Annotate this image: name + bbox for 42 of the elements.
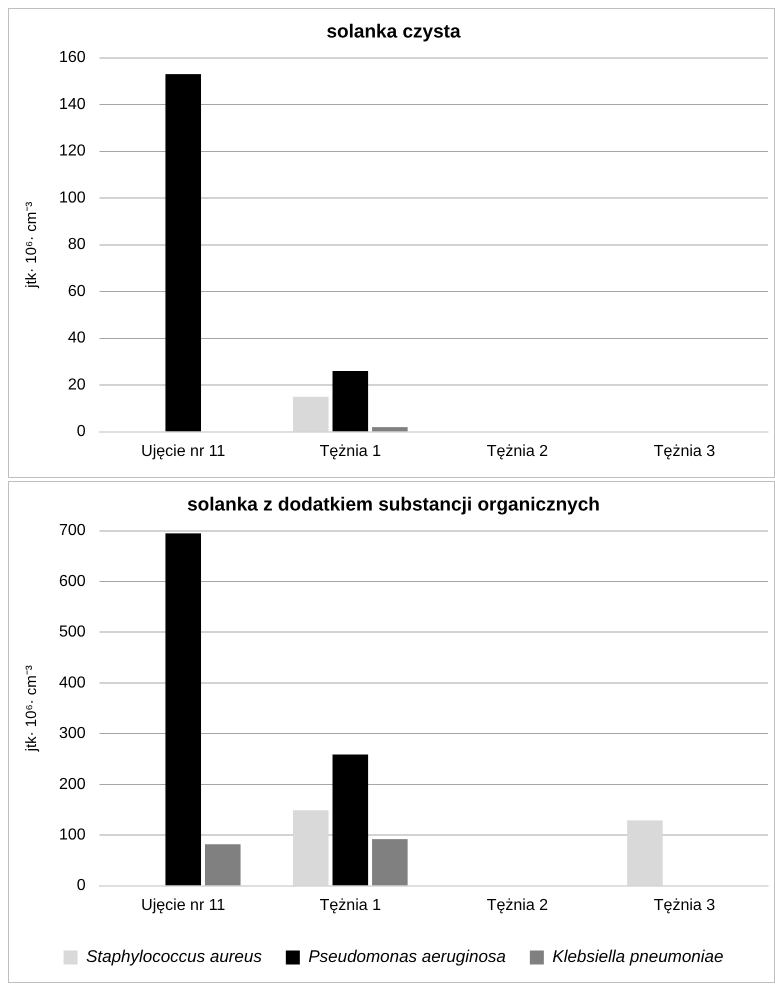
y-tick-label: 400 <box>58 674 86 692</box>
y-tick-label: 300 <box>58 725 86 742</box>
legend-label: Staphylococcus aureus <box>86 947 262 966</box>
y-axis-title: jtk· 10⁶· cm⁻³ <box>23 665 40 752</box>
y-tick-label: 140 <box>58 96 86 113</box>
y-tick-label: 100 <box>58 826 86 844</box>
y-tick-label: 700 <box>58 522 86 540</box>
y-tick-label: 40 <box>68 330 86 347</box>
bar <box>165 533 202 886</box>
y-tick-label: 0 <box>76 877 86 894</box>
x-tick-label: Ujęcie nr 11 <box>141 896 226 914</box>
bar <box>292 396 329 432</box>
y-tick-label: 0 <box>76 423 86 440</box>
x-tick-label: Tężnia 3 <box>654 896 716 914</box>
y-tick-label: 600 <box>58 572 86 590</box>
bar <box>332 371 368 432</box>
y-tick-label: 200 <box>58 776 86 793</box>
x-tick-label: Tężnia 2 <box>486 442 548 460</box>
y-tick-label: 100 <box>58 189 86 206</box>
x-tick-label: Tężnia 1 <box>320 896 382 914</box>
y-tick-label: 60 <box>68 282 86 300</box>
x-tick-label: Tężnia 1 <box>320 442 382 460</box>
bar <box>372 839 408 886</box>
legend-label: Klebsiella pneumoniae <box>552 947 724 966</box>
y-tick-label: 120 <box>58 142 86 160</box>
y-axis-title: jtk· 10⁶· cm⁻³ <box>23 202 40 289</box>
legend-label: Pseudomonas aeruginosa <box>308 947 506 966</box>
x-tick-label: Tężnia 2 <box>486 896 548 914</box>
bar <box>292 810 329 886</box>
bar <box>165 74 202 432</box>
bar <box>372 427 408 432</box>
y-tick-label: 80 <box>68 236 86 254</box>
chart-title: solanka z dodatkiem substancji organicznych <box>187 494 600 516</box>
bar <box>627 820 663 886</box>
x-tick-label: Tężnia 3 <box>654 442 716 460</box>
bar <box>204 844 241 886</box>
y-tick-label: 20 <box>68 376 86 394</box>
y-tick-label: 500 <box>58 624 86 641</box>
bar <box>332 754 368 886</box>
x-tick-label: Ujęcie nr 11 <box>141 442 226 460</box>
chart-title: solanka czysta <box>326 22 461 43</box>
y-tick-label: 160 <box>58 49 86 66</box>
